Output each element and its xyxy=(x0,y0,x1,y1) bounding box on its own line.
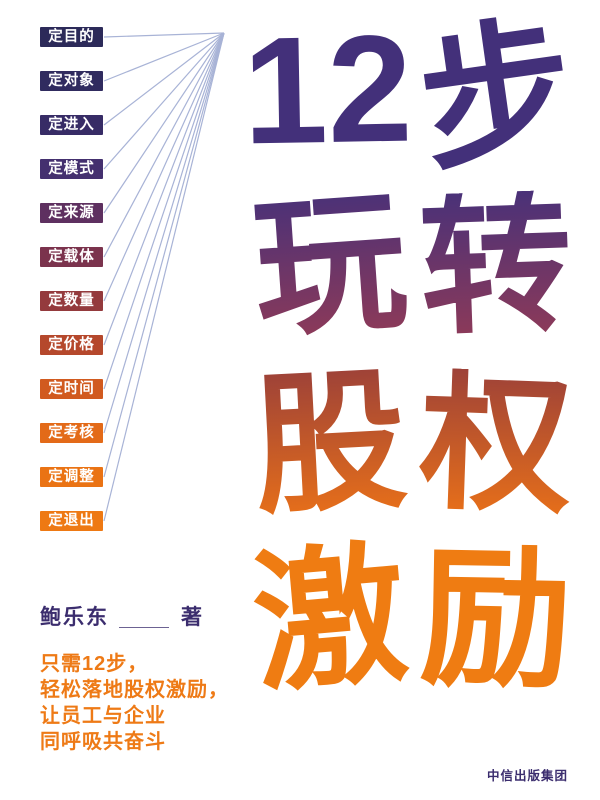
step-item-9: 定时间 xyxy=(40,379,103,399)
title-line-2: 玩 转 xyxy=(248,176,575,356)
step-item-3: 定进入 xyxy=(40,115,103,135)
tagline-line-1: 只需12步， xyxy=(40,653,149,675)
title-char-bu: 步 xyxy=(409,1,584,191)
step-item-1: 定目的 xyxy=(40,27,103,47)
tagline-line-3: 让员工与企业 xyxy=(40,705,166,727)
author-name: 鲍乐东 xyxy=(40,606,109,629)
step-item-5: 定来源 xyxy=(40,203,103,223)
title-char-12: 12 xyxy=(241,3,414,177)
step-item-4: 定模式 xyxy=(40,159,103,179)
step-item-8: 定价格 xyxy=(40,335,103,355)
author-line: 鲍乐东 著 xyxy=(40,601,204,631)
title-line-1: 12 步 xyxy=(241,1,583,190)
step-item-7: 定数量 xyxy=(40,291,103,311)
author-suffix: 著 xyxy=(181,606,204,629)
step-item-6: 定载体 xyxy=(40,247,103,267)
title-char-quan: 权 xyxy=(417,356,575,532)
title-char-li: 励 xyxy=(418,533,574,707)
publisher-mark: 中信出版集团 xyxy=(486,769,568,783)
step-item-2: 定对象 xyxy=(40,71,103,91)
author-underline xyxy=(119,627,169,628)
title-line-3: 股 权 xyxy=(250,355,575,533)
step-item-12: 定退出 xyxy=(40,511,103,531)
title-char-zhuan: 转 xyxy=(417,178,575,354)
title-char-wan: 玩 xyxy=(248,175,412,357)
tagline: 只需12步， 轻松落地股权激励， 让员工与企业 同呼吸共奋斗 xyxy=(40,651,229,755)
steps-list: 定目的 定对象 定进入 定模式 定来源 定载体 定数量 定价格 定时间 定考核 … xyxy=(40,27,103,531)
step-item-10: 定考核 xyxy=(40,423,103,443)
tagline-line-4: 同呼吸共奋斗 xyxy=(40,731,166,753)
title-line-4: 激 励 xyxy=(247,529,574,712)
step-item-11: 定调整 xyxy=(40,467,103,487)
title-char-gu: 股 xyxy=(249,355,411,533)
tagline-line-2: 轻松落地股权激励， xyxy=(40,679,229,701)
title-char-ji: 激 xyxy=(246,528,414,712)
